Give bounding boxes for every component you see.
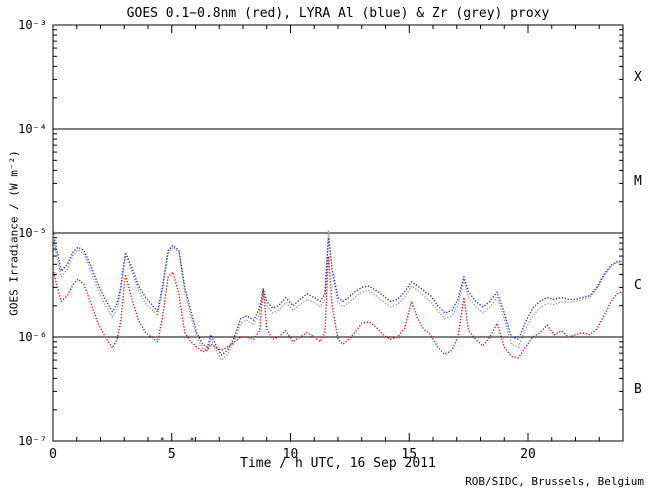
x-tick-label: 0 [49, 447, 57, 462]
series-lyra-zr [52, 230, 622, 361]
flare-class-label-m: M [634, 174, 642, 189]
y-tick-label: 10⁻⁷ [18, 434, 47, 448]
chart-title: GOES 0.1−0.8nm (red), LYRA Al (blue) & Z… [126, 6, 550, 21]
x-tick-label: 10 [283, 447, 299, 462]
series-lyra-al [52, 230, 622, 356]
y-tick-label: 10⁻⁶ [18, 330, 47, 344]
y-tick-label: 10⁻⁴ [18, 122, 47, 136]
flare-class-label-b: B [634, 382, 642, 397]
x-tick-label: 5 [168, 447, 176, 462]
x-tick-label: 20 [520, 447, 536, 462]
credit-text: ROB/SIDC, Brussels, Belgium [465, 475, 644, 488]
x-axis-label: Time / h UTC, 16 Sep 2011 [240, 456, 436, 471]
x-tick-label: 15 [401, 447, 417, 462]
y-tick-label: 10⁻³ [18, 18, 47, 32]
data-dropout-point [190, 437, 194, 441]
flare-class-label-c: C [634, 278, 642, 293]
flare-class-label-x: X [634, 70, 642, 85]
data-dropout-point [160, 437, 164, 441]
y-tick-label: 10⁻⁵ [18, 226, 47, 240]
series-goes [52, 255, 623, 359]
